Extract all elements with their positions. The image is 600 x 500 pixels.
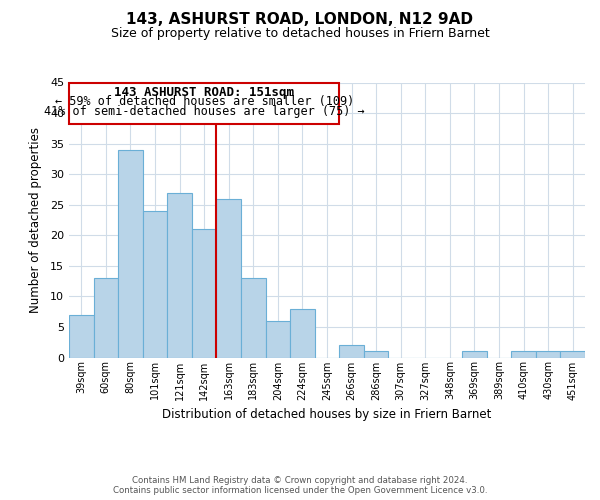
X-axis label: Distribution of detached houses by size in Friern Barnet: Distribution of detached houses by size … (163, 408, 491, 421)
Text: Size of property relative to detached houses in Friern Barnet: Size of property relative to detached ho… (110, 28, 490, 40)
Bar (143, 211, 167, 358)
Bar (192, 229, 217, 358)
Bar (69, 314, 94, 358)
Text: 143, ASHURST ROAD, LONDON, N12 9AD: 143, ASHURST ROAD, LONDON, N12 9AD (127, 12, 473, 28)
Bar (364, 352, 388, 358)
Bar (241, 278, 266, 357)
Y-axis label: Number of detached properties: Number of detached properties (29, 127, 41, 313)
Bar (462, 352, 487, 358)
Bar (94, 278, 118, 357)
Bar (560, 352, 585, 358)
Bar (167, 192, 192, 358)
Bar (290, 308, 315, 358)
Text: Contains HM Land Registry data © Crown copyright and database right 2024.: Contains HM Land Registry data © Crown c… (132, 476, 468, 485)
Bar (266, 321, 290, 358)
Text: ← 59% of detached houses are smaller (109): ← 59% of detached houses are smaller (10… (55, 94, 354, 108)
Bar (118, 150, 143, 358)
Bar (217, 198, 241, 358)
FancyBboxPatch shape (69, 82, 339, 124)
Bar (511, 352, 536, 358)
Text: 41% of semi-detached houses are larger (75) →: 41% of semi-detached houses are larger (… (44, 104, 364, 118)
Bar (536, 352, 560, 358)
Text: Contains public sector information licensed under the Open Government Licence v3: Contains public sector information licen… (113, 486, 487, 495)
Text: 143 ASHURST ROAD: 151sqm: 143 ASHURST ROAD: 151sqm (114, 86, 294, 98)
Bar (339, 346, 364, 358)
